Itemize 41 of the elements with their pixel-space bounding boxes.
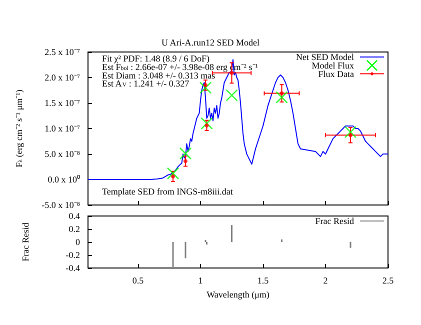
y-tick-label: -5.0 x 10⁻⁸ <box>42 200 80 210</box>
point <box>200 117 213 130</box>
y-tick-label: 0.0 x 10⁰ <box>48 174 80 184</box>
legend-label: Flux Data <box>318 68 354 79</box>
point <box>204 123 209 128</box>
point <box>344 126 357 138</box>
y-tick-label: 2.5 x 10⁻⁷ <box>44 47 80 57</box>
x-axis-title: Wavelength (μm) <box>206 290 270 300</box>
y-tick-label: 5.0 x 10⁻⁸ <box>44 149 80 159</box>
y-tick-label: -0.4 <box>66 263 80 273</box>
point <box>204 83 208 88</box>
y-tick-label: 2.0 x 10⁻⁷ <box>44 72 80 82</box>
annotation: Fit χ² PDF: 1.48 (8.9 / 6 DoF) <box>102 54 210 64</box>
x-tick-label: 0.5 <box>132 276 144 286</box>
x-tick-label: 1.5 <box>257 276 270 286</box>
y-tick-label: 1.0 x 10⁻⁷ <box>44 124 80 134</box>
x-tick-label: 1 <box>198 276 203 286</box>
y-axis-title: Frac Resid <box>20 222 30 262</box>
y-tick-label: 0.4 <box>68 211 80 221</box>
y-tick-label: 0.2 <box>68 224 80 234</box>
legend-label: Net SED Model <box>296 52 354 62</box>
x-tick-label: 2.5 <box>382 276 394 286</box>
point <box>199 82 212 94</box>
annotation: Est Diam : 3.048 +/- 0.313 mas <box>102 70 216 80</box>
point <box>226 89 238 102</box>
point <box>166 167 180 180</box>
point <box>276 91 288 104</box>
point <box>184 159 188 164</box>
point <box>280 91 284 96</box>
x-tick-label: 2 <box>323 276 328 286</box>
legend-label: Frac Resid <box>315 216 354 226</box>
y-tick-label: 1.5 x 10⁻⁷ <box>44 98 80 108</box>
chart-title: U Ari-A.run12 SED Model <box>162 38 260 48</box>
point <box>348 133 352 138</box>
point <box>179 147 192 160</box>
point <box>171 174 175 178</box>
y-tick-label: 0 <box>76 237 80 247</box>
legend-label: Model Flux <box>312 60 354 70</box>
annotation: Template SED from INGS-m8iii.dat <box>102 186 234 196</box>
y-tick-label: -0.2 <box>66 250 80 260</box>
point <box>230 70 234 75</box>
